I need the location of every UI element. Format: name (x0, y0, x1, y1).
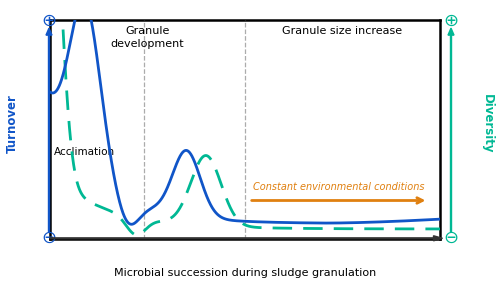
Text: Granule
development: Granule development (110, 26, 184, 49)
Text: Acclimation: Acclimation (54, 147, 115, 157)
Text: Constant environmental conditions: Constant environmental conditions (253, 182, 424, 192)
Text: ⊕: ⊕ (42, 12, 56, 30)
Text: ⊖: ⊖ (444, 228, 458, 246)
Text: ⊖: ⊖ (42, 228, 56, 246)
Text: Granule size increase: Granule size increase (282, 26, 403, 36)
Text: ⊕: ⊕ (444, 12, 458, 30)
Text: Microbial succession during sludge granulation: Microbial succession during sludge granu… (114, 268, 376, 278)
Text: Turnover: Turnover (6, 94, 19, 153)
Text: Diversity: Diversity (481, 94, 494, 153)
